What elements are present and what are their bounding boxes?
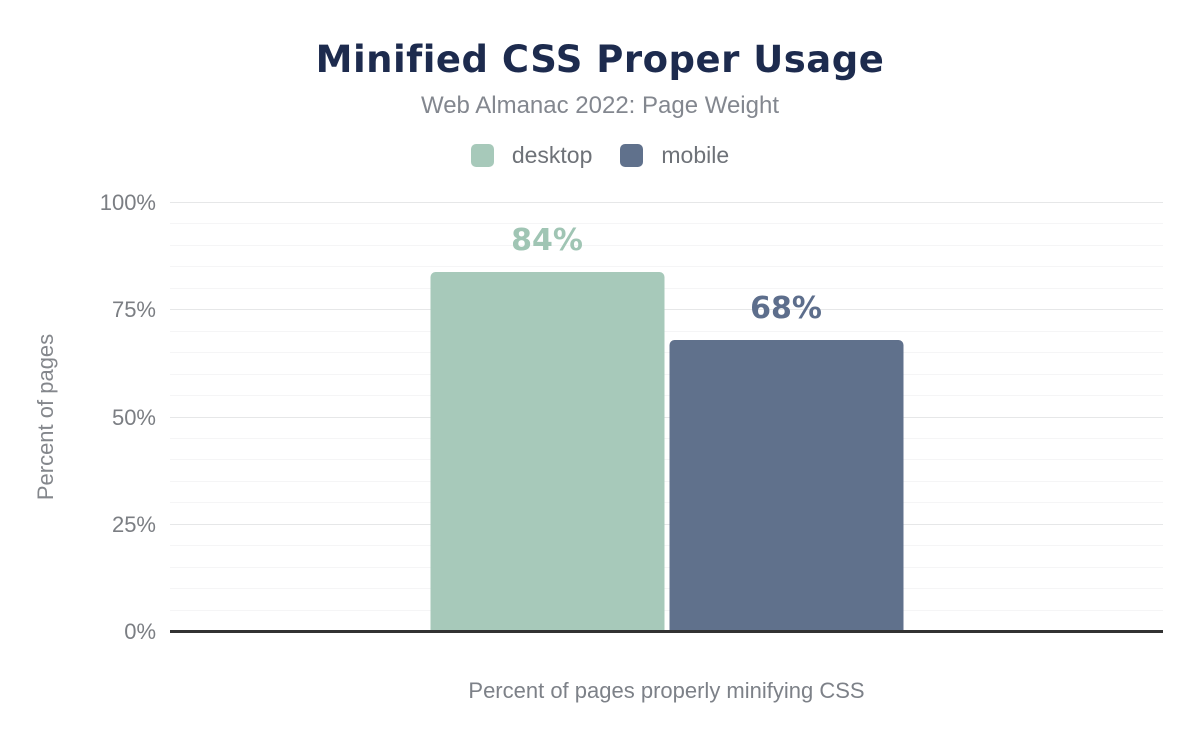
y-tick-label-25%: 25% [111,511,156,537]
legend-swatch-mobile [620,144,644,167]
chart-title: Minified CSS Proper Usage [315,38,885,81]
y-tick-label-0%: 0% [124,619,156,644]
bar-group-desktop: 84% [430,203,664,632]
y-axis-tick-labels: 0% 25% 50% 75% 100% [0,192,156,643]
plot-area: 84% 68% [170,202,1163,633]
y-tick-label-75%: 75% [111,297,156,323]
bar-mobile [669,340,903,632]
bar-desktop [430,271,664,632]
minor-gridline-60 [170,373,1163,375]
bar-series: 84% 68% [430,203,903,632]
legend-item-mobile: mobile [620,142,729,169]
major-gridline-75 [170,309,1163,311]
x-axis-title: Percent of pages properly minifying CSS [468,678,865,703]
minor-gridline-15 [170,566,1163,568]
minor-gridline-65 [170,352,1163,354]
minor-gridline-20 [170,545,1163,547]
legend-label-mobile: mobile [661,142,730,168]
major-gridline-25 [170,523,1163,525]
minor-gridline-85 [170,266,1163,268]
legend-swatch-desktop [470,144,494,167]
minor-gridline-80 [170,287,1163,289]
y-tick-label-100%: 100% [99,190,156,215]
minor-gridline-35 [170,480,1163,482]
bar-group-mobile: 68% [669,203,903,632]
minor-gridline-55 [170,395,1163,397]
legend: desktop mobile [0,142,1200,169]
minor-gridline-95 [170,223,1163,225]
major-gridline-50 [170,416,1163,418]
legend-item-desktop: desktop [470,142,593,169]
minor-gridline-70 [170,330,1163,332]
minor-gridline-40 [170,459,1163,461]
minor-gridline-90 [170,244,1163,246]
minor-gridline-10 [170,588,1163,590]
chart-subtitle: Web Almanac 2022: Page Weight [420,92,779,119]
minor-gridline-30 [170,502,1163,504]
minor-gridline-5 [170,609,1163,611]
minor-gridline-45 [170,437,1163,439]
bar-value-label-desktop: 84% [511,222,583,258]
bar-value-label-mobile: 68% [750,291,822,327]
x-axis-line [170,630,1163,633]
major-gridline-100 [170,202,1163,203]
y-tick-label-50%: 50% [111,404,156,430]
legend-label-desktop: desktop [511,142,593,168]
